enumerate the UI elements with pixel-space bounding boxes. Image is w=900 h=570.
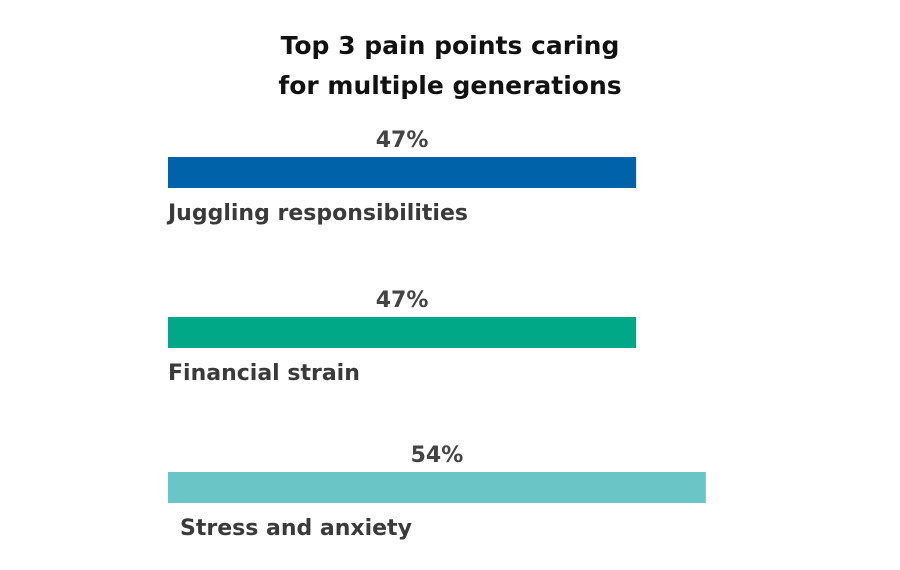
- bar-category-label: Stress and anxiety: [180, 516, 412, 541]
- bar-value-label: 54%: [411, 443, 464, 468]
- bar-value-label: 47%: [376, 128, 429, 153]
- bar-value-label: 47%: [376, 288, 429, 313]
- chart-title-line-2: for multiple generations: [278, 71, 622, 100]
- bar: [168, 472, 706, 503]
- bar: [168, 157, 637, 188]
- bar: [168, 317, 637, 348]
- chart-title: Top 3 pain points caring for multiple ge…: [0, 26, 900, 106]
- bar-category-label: Juggling responsibilities: [166, 201, 468, 226]
- chart-title-line-1: Top 3 pain points caring: [280, 31, 620, 60]
- bar-category-label: Financial strain: [168, 361, 360, 386]
